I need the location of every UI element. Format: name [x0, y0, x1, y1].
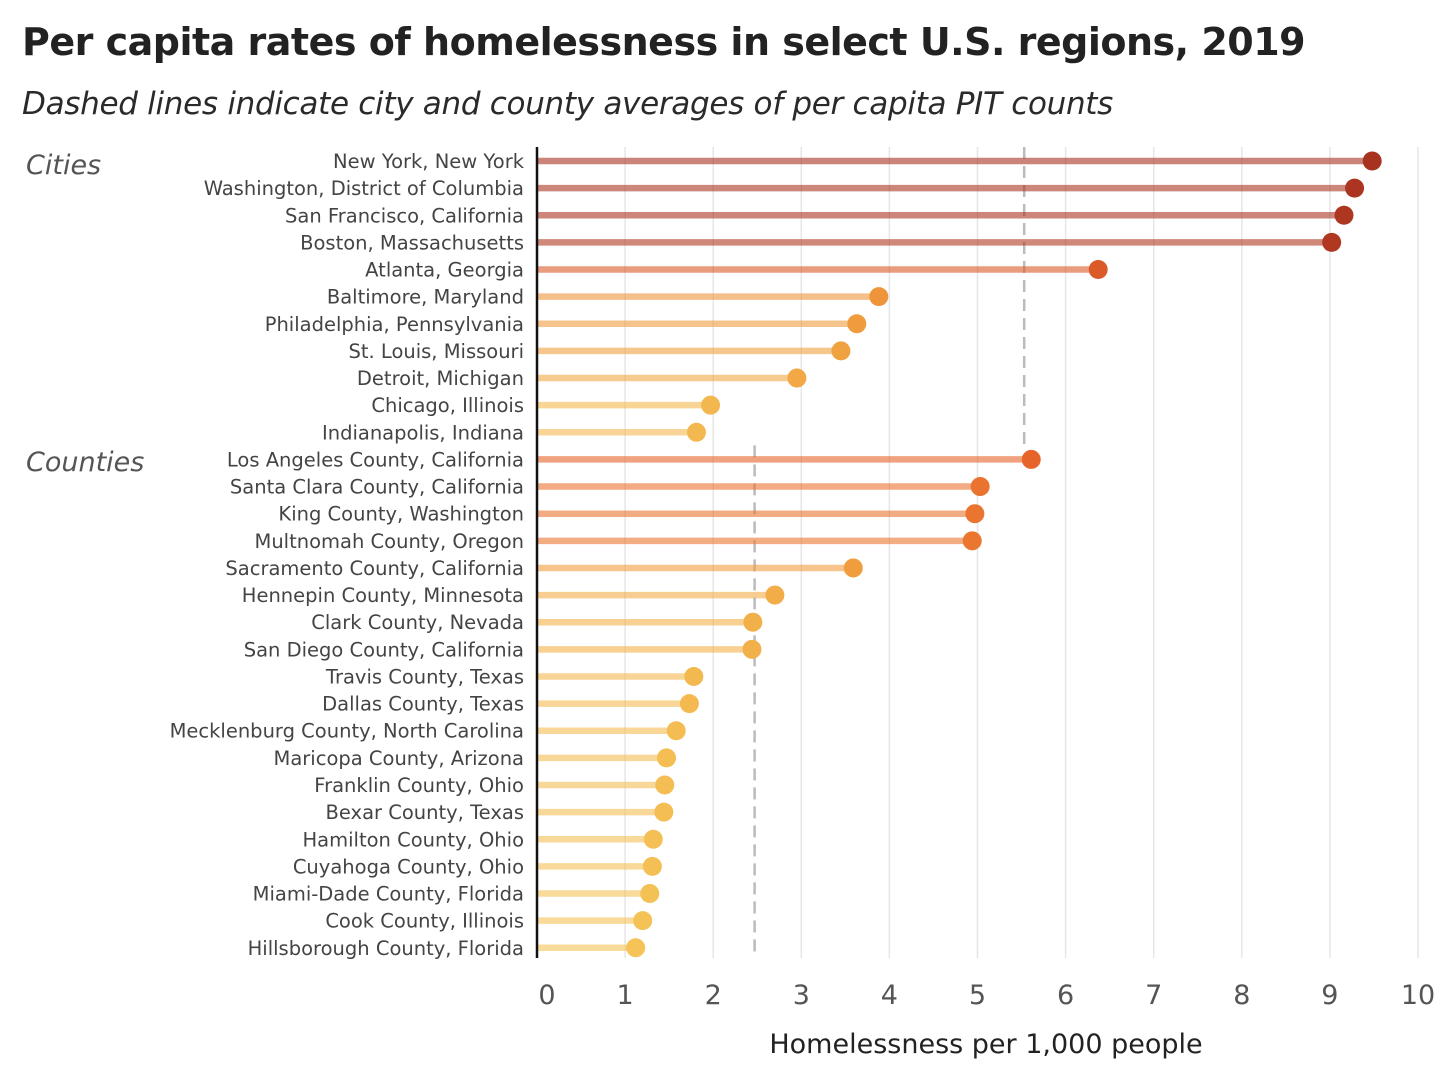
chart-title: Per capita rates of homelessness in sele… [22, 20, 1306, 64]
dot-sacramento-county-california [843, 558, 863, 578]
dot-maricopa-county-arizona [657, 748, 677, 768]
x-tick-label-5: 5 [969, 980, 986, 1011]
x-tick-label-3: 3 [793, 980, 810, 1011]
x-tick-label-6: 6 [1057, 980, 1074, 1011]
row-label-clark-county-nevada: Clark County, Nevada [311, 611, 524, 634]
dot-multnomah-county-oregon [962, 531, 982, 551]
row-label-multnomah-county-oregon: Multnomah County, Oregon [255, 530, 525, 553]
row-label-washington-district-of-columbia: Washington, District of Columbia [204, 177, 524, 200]
x-tick-label-8: 8 [1233, 980, 1250, 1011]
row-label-st-louis-missouri: St. Louis, Missouri [349, 340, 525, 363]
row-label-bexar-county-texas: Bexar County, Texas [326, 801, 525, 824]
dot-atlanta-georgia [1088, 260, 1108, 280]
row-label-sacramento-county-california: Sacramento County, California [225, 557, 524, 580]
dot-santa-clara-county-california [970, 477, 990, 497]
dot-new-york-new-york [1362, 151, 1382, 171]
dot-los-angeles-county-california [1021, 449, 1041, 469]
dot-bexar-county-texas [654, 802, 674, 822]
x-tick-label-1: 1 [617, 980, 634, 1011]
row-label-dallas-county-texas: Dallas County, Texas [322, 693, 524, 716]
row-label-new-york-new-york: New York, New York [333, 150, 525, 173]
dot-cook-county-illinois [633, 911, 653, 931]
dot-travis-county-texas [684, 666, 704, 686]
dot-hamilton-county-ohio [643, 829, 663, 849]
dot-dallas-county-texas [679, 694, 699, 714]
dot-hennepin-county-minnesota [765, 585, 785, 605]
group-label-cities: Cities [26, 150, 102, 181]
x-tick-label-7: 7 [1145, 980, 1162, 1011]
row-label-atlanta-georgia: Atlanta, Georgia [365, 259, 524, 282]
dot-baltimore-maryland [869, 287, 889, 307]
row-label-boston-massachusetts: Boston, Massachusetts [300, 231, 524, 254]
dot-boston-massachusetts [1322, 232, 1342, 252]
dot-chicago-illinois [701, 395, 721, 415]
dot-san-diego-county-california [742, 639, 762, 659]
dot-washington-district-of-columbia [1345, 178, 1365, 198]
row-label-philadelphia-pennsylvania: Philadelphia, Pennsylvania [265, 313, 524, 336]
dot-detroit-michigan [787, 368, 807, 388]
row-label-maricopa-county-arizona: Maricopa County, Arizona [274, 747, 524, 770]
x-tick-label-0: 0 [538, 980, 555, 1011]
dot-cuyahoga-county-ohio [642, 856, 662, 876]
dot-indianapolis-indiana [686, 422, 706, 442]
x-tick-label-10: 10 [1401, 980, 1435, 1011]
row-label-indianapolis-indiana: Indianapolis, Indiana [322, 421, 524, 444]
row-label-san-diego-county-california: San Diego County, California [244, 638, 524, 661]
row-label-san-francisco-california: San Francisco, California [285, 204, 524, 227]
row-label-los-angeles-county-california: Los Angeles County, California [227, 448, 524, 471]
dot-hillsborough-county-florida [626, 938, 646, 958]
row-label-franklin-county-ohio: Franklin County, Ohio [314, 774, 524, 797]
chart-subtitle: Dashed lines indicate city and county av… [22, 86, 1114, 122]
dot-king-county-washington [965, 504, 985, 524]
row-label-detroit-michigan: Detroit, Michigan [357, 367, 524, 390]
row-label-travis-county-texas: Travis County, Texas [325, 665, 524, 688]
row-label-baltimore-maryland: Baltimore, Maryland [327, 286, 524, 309]
row-label-chicago-illinois: Chicago, Illinois [371, 394, 524, 417]
dot-clark-county-nevada [743, 612, 763, 632]
dot-mecklenburg-county-north-carolina [666, 721, 686, 741]
row-label-hillsborough-county-florida: Hillsborough County, Florida [248, 937, 524, 960]
x-tick-label-2: 2 [705, 980, 722, 1011]
row-label-miami-dade-county-florida: Miami-Dade County, Florida [253, 883, 524, 906]
row-label-hamilton-county-ohio: Hamilton County, Ohio [303, 828, 524, 851]
row-label-cook-county-illinois: Cook County, Illinois [325, 910, 524, 933]
dot-st-louis-missouri [831, 341, 851, 361]
row-label-cuyahoga-county-ohio: Cuyahoga County, Ohio [293, 855, 524, 878]
dot-san-francisco-california [1334, 205, 1354, 225]
dot-philadelphia-pennsylvania [847, 314, 867, 334]
dot-franklin-county-ohio [655, 775, 675, 795]
x-tick-label-9: 9 [1321, 980, 1338, 1011]
x-axis-label: Homelessness per 1,000 people [769, 1029, 1202, 1060]
row-label-king-county-washington: King County, Washington [278, 503, 524, 526]
row-label-santa-clara-county-california: Santa Clara County, California [230, 476, 524, 499]
row-label-mecklenburg-county-north-carolina: Mecklenburg County, North Carolina [170, 720, 524, 743]
dot-miami-dade-county-florida [640, 884, 660, 904]
row-label-hennepin-county-minnesota: Hennepin County, Minnesota [242, 584, 524, 607]
group-label-counties: Counties [26, 447, 145, 478]
x-tick-label-4: 4 [881, 980, 898, 1011]
